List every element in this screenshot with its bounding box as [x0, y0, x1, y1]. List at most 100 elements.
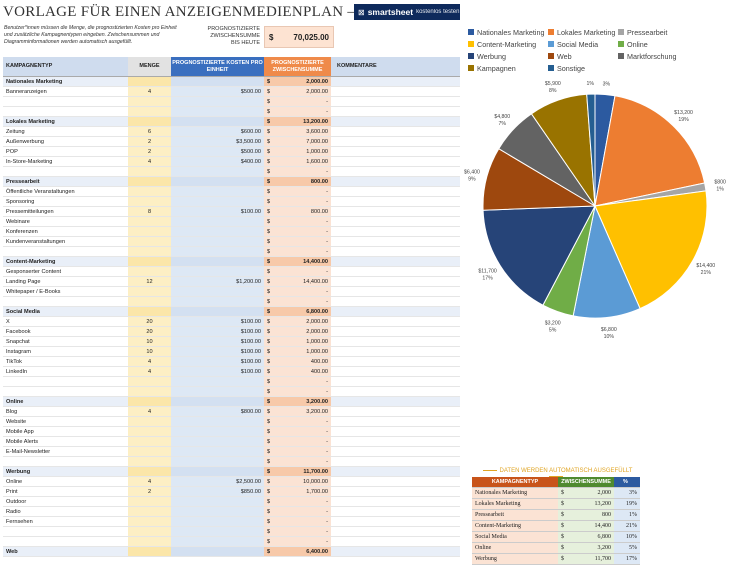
cell-campaign-type[interactable]: Öffentliche Veranstaltungen [3, 187, 128, 196]
cell-unit-cost[interactable]: $2,500.00 [171, 477, 264, 486]
cell-quantity[interactable] [128, 287, 171, 296]
cell-comment[interactable] [331, 197, 460, 206]
cell-quantity[interactable]: 10 [128, 347, 171, 356]
banner-cta[interactable]: kostenlos testen [416, 9, 459, 15]
cell-unit-cost[interactable] [171, 417, 264, 426]
cell-unit-cost[interactable] [171, 197, 264, 206]
cell-comment[interactable] [331, 277, 460, 286]
cell-comment[interactable] [331, 127, 460, 136]
cell-quantity[interactable]: 4 [128, 157, 171, 166]
cell-comment[interactable] [331, 547, 460, 556]
cell-comment[interactable] [331, 347, 460, 356]
cell-unit-cost[interactable] [171, 547, 264, 556]
cell-quantity[interactable] [128, 257, 171, 266]
cell-campaign-type[interactable]: Zeitung [3, 127, 128, 136]
cell-comment[interactable] [331, 457, 460, 466]
cell-campaign-type[interactable] [3, 297, 128, 306]
cell-unit-cost[interactable] [171, 227, 264, 236]
cell-campaign-type[interactable]: Landing Page [3, 277, 128, 286]
cell-quantity[interactable] [128, 447, 171, 456]
cell-unit-cost[interactable] [171, 107, 264, 116]
cell-unit-cost[interactable] [171, 217, 264, 226]
cell-campaign-type[interactable]: E-Mail-Newsletter [3, 447, 128, 456]
cell-campaign-type[interactable]: Outdoor [3, 497, 128, 506]
cell-campaign-type[interactable]: Fernsehen [3, 517, 128, 526]
cell-comment[interactable] [331, 167, 460, 176]
cell-comment[interactable] [331, 257, 460, 266]
cell-comment[interactable] [331, 357, 460, 366]
cell-comment[interactable] [331, 317, 460, 326]
cell-comment[interactable] [331, 517, 460, 526]
cell-quantity[interactable]: 12 [128, 277, 171, 286]
cell-unit-cost[interactable] [171, 247, 264, 256]
cell-unit-cost[interactable]: $3,500.00 [171, 137, 264, 146]
cell-campaign-type[interactable]: Mobile App [3, 427, 128, 436]
cell-comment[interactable] [331, 77, 460, 86]
cell-comment[interactable] [331, 147, 460, 156]
cell-comment[interactable] [331, 337, 460, 346]
cell-comment[interactable] [331, 137, 460, 146]
cell-unit-cost[interactable] [171, 527, 264, 536]
cell-campaign-type[interactable]: Blog [3, 407, 128, 416]
col-unit-cost[interactable]: PROGNOSTIZIERTE KOSTEN PRO EINHEIT [171, 57, 264, 76]
cell-unit-cost[interactable] [171, 437, 264, 446]
cell-comment[interactable] [331, 117, 460, 126]
cell-campaign-type[interactable]: POP [3, 147, 128, 156]
cell-comment[interactable] [331, 207, 460, 216]
cell-campaign-type[interactable]: Facebook [3, 327, 128, 336]
cell-comment[interactable] [331, 527, 460, 536]
cell-quantity[interactable] [128, 297, 171, 306]
cell-quantity[interactable]: 4 [128, 87, 171, 96]
cell-campaign-type[interactable]: Werbung [3, 467, 128, 476]
cell-comment[interactable] [331, 227, 460, 236]
cell-comment[interactable] [331, 327, 460, 336]
cell-campaign-type[interactable]: Sponsoring [3, 197, 128, 206]
cell-comment[interactable] [331, 377, 460, 386]
cell-comment[interactable] [331, 247, 460, 256]
cell-comment[interactable] [331, 417, 460, 426]
cell-comment[interactable] [331, 397, 460, 406]
cell-quantity[interactable] [128, 217, 171, 226]
cell-unit-cost[interactable] [171, 397, 264, 406]
cell-comment[interactable] [331, 427, 460, 436]
cell-unit-cost[interactable] [171, 517, 264, 526]
cell-unit-cost[interactable]: $100.00 [171, 327, 264, 336]
cell-campaign-type[interactable] [3, 527, 128, 536]
cell-unit-cost[interactable]: $400.00 [171, 157, 264, 166]
cell-unit-cost[interactable] [171, 267, 264, 276]
cell-campaign-type[interactable]: Content-Marketing [3, 257, 128, 266]
cell-comment[interactable] [331, 487, 460, 496]
cell-unit-cost[interactable]: $100.00 [171, 347, 264, 356]
cell-comment[interactable] [331, 157, 460, 166]
cell-unit-cost[interactable]: $500.00 [171, 147, 264, 156]
cell-campaign-type[interactable]: X [3, 317, 128, 326]
cell-quantity[interactable]: 4 [128, 407, 171, 416]
cell-quantity[interactable] [128, 427, 171, 436]
cell-campaign-type[interactable]: Website [3, 417, 128, 426]
cell-unit-cost[interactable] [171, 97, 264, 106]
cell-quantity[interactable] [128, 457, 171, 466]
cell-campaign-type[interactable]: Außenwerbung [3, 137, 128, 146]
cell-comment[interactable] [331, 367, 460, 376]
cell-campaign-type[interactable] [3, 457, 128, 466]
cell-campaign-type[interactable]: Pressearbeit [3, 177, 128, 186]
cell-comment[interactable] [331, 107, 460, 116]
cell-unit-cost[interactable] [171, 447, 264, 456]
cell-quantity[interactable] [128, 517, 171, 526]
cell-campaign-type[interactable]: Gesponserter Content [3, 267, 128, 276]
cell-quantity[interactable] [128, 397, 171, 406]
cell-comment[interactable] [331, 407, 460, 416]
cell-unit-cost[interactable]: $100.00 [171, 207, 264, 216]
cell-quantity[interactable]: 2 [128, 137, 171, 146]
cell-unit-cost[interactable] [171, 167, 264, 176]
cell-unit-cost[interactable] [171, 257, 264, 266]
cell-unit-cost[interactable] [171, 377, 264, 386]
cell-campaign-type[interactable]: Lokales Marketing [3, 117, 128, 126]
cell-comment[interactable] [331, 187, 460, 196]
cell-quantity[interactable]: 6 [128, 127, 171, 136]
cell-quantity[interactable] [128, 237, 171, 246]
cell-unit-cost[interactable]: $800.00 [171, 407, 264, 416]
cell-unit-cost[interactable]: $100.00 [171, 317, 264, 326]
cell-campaign-type[interactable]: Pressemitteilungen [3, 207, 128, 216]
cell-unit-cost[interactable]: $850.00 [171, 487, 264, 496]
